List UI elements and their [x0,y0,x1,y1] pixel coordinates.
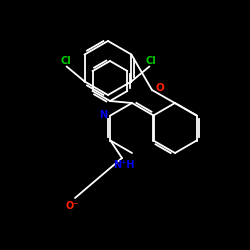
Text: N: N [99,110,107,120]
Text: Cl: Cl [60,56,71,66]
Text: O: O [156,83,165,93]
Text: Cl: Cl [145,56,156,66]
Text: O⁻: O⁻ [65,201,79,211]
Text: N⁺H: N⁺H [113,160,135,170]
